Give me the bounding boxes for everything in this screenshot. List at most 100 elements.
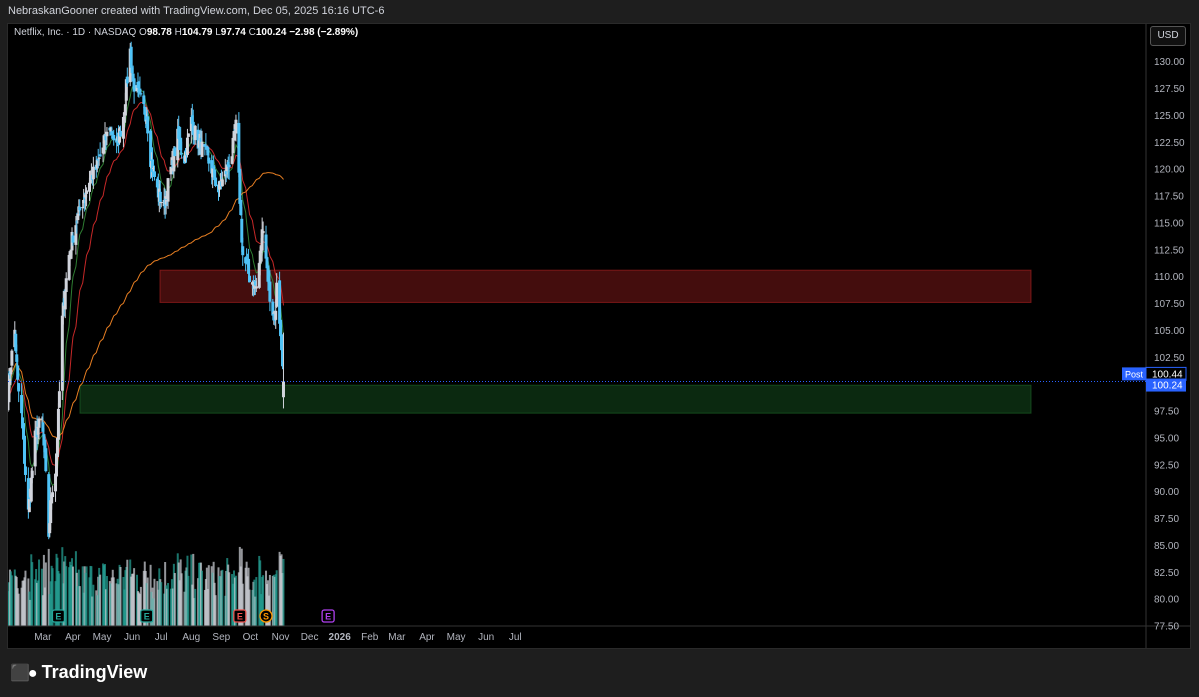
y-tick-label: 105.00 xyxy=(1154,326,1185,337)
candle-body xyxy=(212,166,216,169)
x-tick-label: Apr xyxy=(419,632,435,643)
event-marker-letter: E xyxy=(325,612,331,622)
volume-bar xyxy=(65,566,68,626)
candle-body xyxy=(121,116,125,139)
candle-body xyxy=(206,147,210,156)
candle-body xyxy=(184,151,188,162)
volume-bar xyxy=(85,566,88,626)
candle-body xyxy=(144,113,148,122)
volume-bar xyxy=(119,566,122,626)
candle-body xyxy=(158,191,162,203)
candle-body xyxy=(279,319,283,337)
volume-bar xyxy=(259,560,262,626)
candle-body xyxy=(138,88,142,93)
last-price-box xyxy=(1146,378,1186,392)
x-tick-label: Nov xyxy=(272,632,290,643)
candle-body xyxy=(258,250,262,264)
candle-body xyxy=(226,161,230,167)
candle-body xyxy=(186,133,190,137)
event-marker-letter: E xyxy=(144,612,150,622)
y-tick-label: 125.00 xyxy=(1154,111,1185,122)
volume-bar xyxy=(51,568,54,626)
event-marker-box xyxy=(233,609,247,623)
candle-body xyxy=(115,138,119,143)
candle-body xyxy=(36,426,40,435)
x-tick-label: Mar xyxy=(34,632,52,643)
y-tick-label: 82.50 xyxy=(1154,568,1179,579)
high-value: 104.79 xyxy=(181,27,213,38)
volume-bar xyxy=(99,574,102,626)
volume-bar xyxy=(90,566,93,626)
volume-bar xyxy=(201,570,203,626)
y-tick-label: 120.00 xyxy=(1154,165,1185,176)
x-tick-label: May xyxy=(447,632,466,643)
candle-body xyxy=(230,156,234,164)
volume-bar xyxy=(214,595,217,626)
candle-body xyxy=(83,197,87,199)
brand[interactable]: ⬛● TradingView xyxy=(10,662,147,683)
volume-bar xyxy=(248,589,251,626)
volume-bar xyxy=(282,558,285,626)
x-tick-label: Jul xyxy=(155,632,168,643)
y-tick-label: 80.00 xyxy=(1154,595,1179,606)
candle-body xyxy=(48,523,52,534)
candle-body xyxy=(17,383,21,392)
y-tick-label: 85.00 xyxy=(1154,541,1179,552)
volume-bar xyxy=(78,586,81,626)
candle-body xyxy=(143,106,147,115)
candle-body xyxy=(200,141,204,157)
volume-bar xyxy=(139,586,142,626)
volume-bar xyxy=(71,566,74,626)
y-tick-label: 117.50 xyxy=(1154,192,1184,203)
candle-body xyxy=(105,131,109,137)
candle-body xyxy=(272,312,276,314)
candle-body xyxy=(30,470,34,479)
candle-body xyxy=(110,131,114,135)
x-tick-label: May xyxy=(93,632,112,643)
y-tick-label: 90.00 xyxy=(1154,487,1179,498)
currency-button[interactable]: USD xyxy=(1150,26,1186,46)
change-value: −2.98 (−2.89%) xyxy=(289,27,359,38)
candle-body xyxy=(23,466,27,475)
x-tick-label: Jun xyxy=(124,632,140,643)
candle-body xyxy=(15,354,19,362)
candle-body xyxy=(260,229,264,251)
volume-bar xyxy=(255,577,258,626)
candle-body xyxy=(211,168,215,178)
candle-body xyxy=(271,301,275,316)
candle-body xyxy=(149,130,153,167)
axes: 130.00 127.50 125.00 122.50 120.00 117.50 115.… xyxy=(8,24,1191,648)
candle-body xyxy=(210,160,214,174)
candle-body xyxy=(76,213,80,221)
candle-body xyxy=(159,202,163,204)
candle-body xyxy=(97,157,101,159)
chart-frame[interactable] xyxy=(7,23,1191,649)
volume-bar xyxy=(241,583,244,626)
y-tick-label: 122.50 xyxy=(1154,138,1185,149)
volume-bar xyxy=(92,584,95,626)
candle-body xyxy=(224,171,228,175)
price-chart[interactable]: 130.00 127.50 125.00 122.50 120.00 117.50 115.… xyxy=(8,24,1191,648)
candle-body xyxy=(231,137,235,154)
open-label: O xyxy=(139,27,147,38)
x-tick-label: Mar xyxy=(388,632,406,643)
volume-bars xyxy=(8,546,285,626)
candle-body xyxy=(203,144,207,147)
low-label: L xyxy=(215,27,221,38)
candle-body xyxy=(8,373,11,403)
candle-body xyxy=(91,166,95,180)
x-tick-label: Jun xyxy=(478,632,494,643)
candle-body xyxy=(179,137,183,151)
y-tick-label: 92.50 xyxy=(1154,460,1179,471)
candle-body xyxy=(214,177,218,186)
candle-body xyxy=(9,367,13,375)
symbol-name: Netflix, Inc. · 1D · NASDAQ xyxy=(14,27,137,38)
candle-body xyxy=(240,218,244,243)
volume-bar xyxy=(221,569,224,626)
candle-body xyxy=(139,93,143,95)
candle-body xyxy=(26,478,30,510)
candle-body xyxy=(225,164,229,172)
candle-body xyxy=(131,73,135,82)
candle-body xyxy=(16,365,20,380)
candle-body xyxy=(61,302,65,316)
